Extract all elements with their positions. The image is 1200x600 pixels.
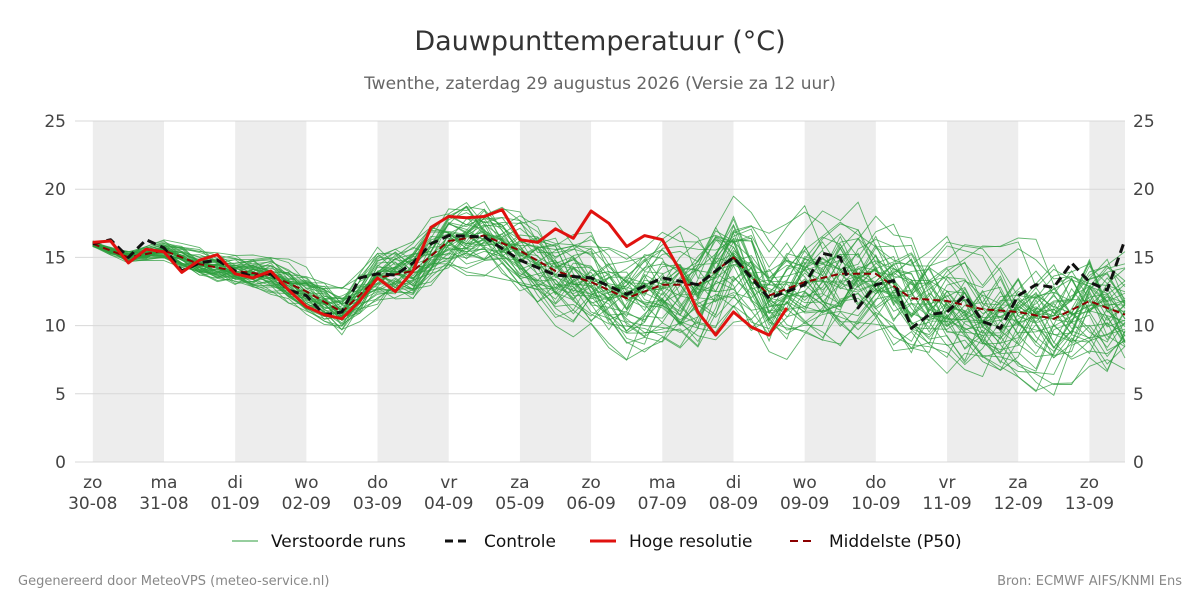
x-tick-date: 30-08 (68, 494, 117, 514)
x-axis: zo30-08ma31-08di01-09wo02-09do03-09vr04-… (68, 473, 1114, 514)
x-tick-date: 06-09 (566, 494, 615, 514)
y-tick-label-right: 15 (1133, 248, 1155, 268)
x-tick-weekday: ma (150, 473, 177, 493)
ensemble-run-line (92, 217, 1126, 354)
x-tick-weekday: wo (294, 473, 318, 493)
footer-source: Bron: ECMWF AIFS/KNMI Ens (997, 574, 1182, 589)
y-tick-label-right: 10 (1133, 317, 1155, 337)
ensemble-run-line (92, 221, 1126, 343)
legend-label: Verstoorde runs (271, 532, 406, 552)
ensemble-run-line (92, 230, 1126, 341)
legend-label: Hoge resolutie (629, 532, 753, 552)
x-tick-date: 03-09 (353, 494, 402, 514)
ensemble-run-line (92, 231, 1126, 361)
x-tick-date: 11-09 (922, 494, 971, 514)
legend: Verstoorde runs Controle Hoge resolutie Mid… (232, 532, 962, 552)
x-tick-weekday: zo (1080, 473, 1099, 493)
y-tick-label-right: 0 (1133, 453, 1144, 473)
legend-label: Middelste (P50) (829, 532, 962, 552)
y-tick-label-left: 10 (44, 317, 66, 337)
ensemble-run-line (92, 223, 1126, 360)
x-tick-weekday: vr (440, 473, 457, 493)
y-axis-left: 0 5 10 15 20 25 (44, 112, 66, 473)
ensemble-run-line (92, 195, 1126, 356)
x-tick-weekday: wo (793, 473, 817, 493)
y-tick-label-right: 25 (1133, 112, 1155, 132)
chart-subtitle: Twenthe, zaterdag 29 augustus 2026 (Vers… (363, 74, 836, 94)
x-tick-date: 02-09 (282, 494, 331, 514)
ensemble-run-line (92, 215, 1126, 397)
x-tick-weekday: za (510, 473, 529, 493)
x-tick-weekday: zo (581, 473, 600, 493)
ensemble-run-line (92, 235, 1126, 348)
x-tick-weekday: zo (83, 473, 102, 493)
x-tick-date: 07-09 (638, 494, 687, 514)
main-series (92, 208, 1127, 337)
x-tick-weekday: di (227, 473, 243, 493)
x-tick-weekday: za (1009, 473, 1028, 493)
ensemble-run-line (92, 221, 1126, 331)
x-tick-date: 10-09 (851, 494, 900, 514)
y-tick-label-left: 20 (44, 180, 66, 200)
y-tick-label-right: 20 (1133, 180, 1155, 200)
ensemble-run-line (92, 212, 1126, 353)
shaded-day-band (92, 121, 164, 462)
x-tick-date: 08-09 (709, 494, 758, 514)
series-line-controle (92, 234, 1127, 330)
y-tick-label-left: 25 (44, 112, 66, 132)
weekend-bands (92, 121, 1125, 462)
x-tick-date: 13-09 (1065, 494, 1114, 514)
y-tick-label-left: 0 (55, 453, 66, 473)
x-tick-date: 05-09 (495, 494, 544, 514)
y-tick-label-right: 5 (1133, 385, 1144, 405)
ensemble-run-line (92, 214, 1126, 359)
x-tick-date: 31-08 (139, 494, 188, 514)
y-axis-right: 0 5 10 15 20 25 (1133, 112, 1155, 473)
series-line-hoge-resolutie (92, 208, 789, 337)
ensemble-run-line (92, 205, 1126, 375)
x-tick-date: 01-09 (210, 494, 259, 514)
chart-title: Dauwpunttemperatuur (°C) (414, 26, 785, 57)
ensemble-run-line (92, 215, 1126, 336)
footer-generator: Gegenereerd door MeteoVPS (meteo-service… (18, 574, 329, 589)
x-tick-weekday: do (865, 473, 886, 493)
x-tick-weekday: do (367, 473, 388, 493)
x-tick-weekday: ma (649, 473, 676, 493)
y-tick-label-left: 5 (55, 385, 66, 405)
legend-label: Controle (484, 532, 556, 552)
x-tick-date: 12-09 (994, 494, 1043, 514)
x-tick-weekday: di (726, 473, 742, 493)
ensemble-run-line (92, 217, 1126, 375)
x-tick-date: 09-09 (780, 494, 829, 514)
ensemble-run-line (92, 235, 1126, 345)
x-tick-date: 04-09 (424, 494, 473, 514)
x-tick-weekday: vr (939, 473, 956, 493)
y-tick-label-left: 15 (44, 248, 66, 268)
ensemble-run-line (92, 239, 1126, 370)
